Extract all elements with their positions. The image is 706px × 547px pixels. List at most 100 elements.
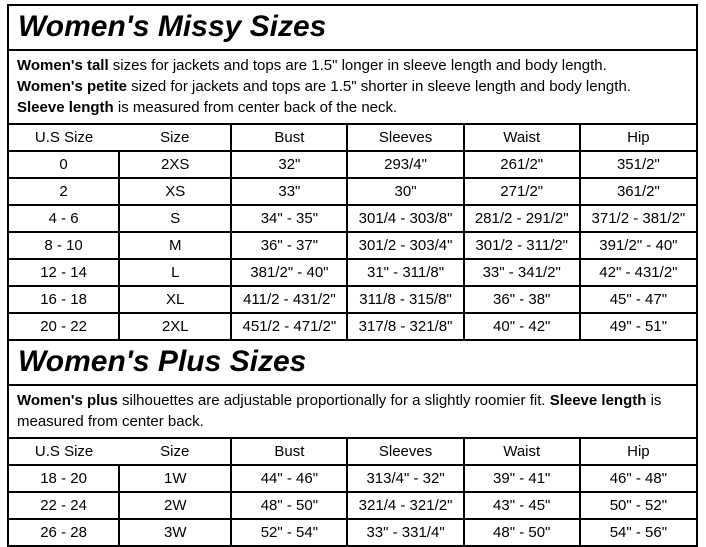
cell-waist: 281/2 - 291/2" [462,204,581,233]
cell-bust: 34" - 35" [230,204,349,233]
cell-hip: 371/2 - 381/2" [578,204,696,233]
cell-sleeves: 311/8 - 315/8" [346,285,465,314]
column-header-size: Size [118,439,233,466]
cell-us-size: 4 - 6 [9,204,121,233]
cell-us-size: 8 - 10 [9,231,121,260]
plus-desc-text-sleeve: is measured from center back. [17,392,662,430]
column-header-waist: Waist [462,125,581,152]
cell-sleeves: 31" - 311/8" [346,258,465,287]
cell-waist: 48" - 50" [462,518,581,545]
plus-size-table: U.S Size Size Bust Sleeves Waist Hip 18 … [9,439,696,545]
missy-desc-text-sleeve: is measured from center back of the neck… [113,99,398,116]
cell-hip: 361/2" [578,177,696,206]
cell-size: XL [118,285,233,314]
column-header-waist: Waist [462,439,581,466]
plus-desc-text-plus: silhouettes are adjustable proportionall… [117,392,550,409]
cell-waist: 261/2" [462,150,581,179]
missy-section: Women's Missy Sizes Women's tall sizes f… [9,6,696,341]
cell-bust: 33" [230,177,349,206]
cell-hip: 45" - 47" [578,285,696,314]
cell-size: S [118,204,233,233]
table-row-1w: 18 - 20 1W 44" - 46" 313/4" - 32" 39" - … [9,464,696,493]
missy-desc-bold-tall: Women's tall [17,57,109,74]
cell-size: M [118,231,233,260]
cell-hip: 391/2" - 40" [578,231,696,260]
cell-bust: 36" - 37" [230,231,349,260]
column-header-sleeves: Sleeves [346,439,465,466]
cell-hip: 351/2" [578,150,696,179]
cell-bust: 32" [230,150,349,179]
cell-hip: 46" - 48" [578,464,696,493]
column-header-hip: Hip [578,439,696,466]
cell-sleeves: 293/4" [346,150,465,179]
cell-us-size: 22 - 24 [9,491,121,520]
cell-bust: 381/2" - 40" [230,258,349,287]
cell-hip: 49" - 51" [578,312,696,341]
cell-bust: 44" - 46" [230,464,349,493]
table-row-2w: 22 - 24 2W 48" - 50" 321/4 - 321/2" 43" … [9,491,696,520]
cell-us-size: 2 [9,177,121,206]
cell-hip: 42" - 431/2" [578,258,696,287]
cell-sleeves: 30" [346,177,465,206]
cell-size: 2XS [118,150,233,179]
cell-us-size: 16 - 18 [9,285,121,314]
cell-size: 1W [118,464,233,493]
cell-waist: 43" - 45" [462,491,581,520]
cell-sleeves: 321/4 - 321/2" [346,491,465,520]
cell-waist: 301/2 - 311/2" [462,231,581,260]
missy-desc-bold-petite: Women's petite [17,78,127,95]
missy-page-title: Women's Missy Sizes [9,6,696,51]
cell-waist: 36" - 38" [462,285,581,314]
column-header-sleeves: Sleeves [346,125,465,152]
cell-waist: 40" - 42" [462,312,581,341]
cell-bust: 52" - 54" [230,518,349,545]
cell-size: XS [118,177,233,206]
cell-bust: 411/2 - 431/2" [230,285,349,314]
cell-sleeves: 301/2 - 303/4" [346,231,465,260]
missy-desc-text-petite: sized for jackets and tops are 1.5" shor… [126,78,631,95]
column-header-hip: Hip [578,125,696,152]
cell-us-size: 20 - 22 [9,312,121,341]
table-row-2xs: 0 2XS 32" 293/4" 261/2" 351/2" [9,150,696,179]
plus-desc-bold-plus: Women's plus [17,392,118,409]
missy-description-line-petite: Women's petite sized for jackets and top… [17,76,688,97]
cell-us-size: 26 - 28 [9,518,121,545]
cell-size: 3W [118,518,233,545]
cell-hip: 54" - 56" [578,518,696,545]
table-row-xs: 2 XS 33" 30" 271/2" 361/2" [9,177,696,206]
missy-desc-text-tall: sizes for jackets and tops are 1.5" long… [108,57,607,74]
plus-description: Women's plus silhouettes are adjustable … [9,386,696,439]
cell-sleeves: 317/8 - 321/8" [346,312,465,341]
cell-us-size: 0 [9,150,121,179]
missy-desc-bold-sleeve: Sleeve length [17,99,114,116]
cell-size: 2XL [118,312,233,341]
plus-table-header-row: U.S Size Size Bust Sleeves Waist Hip [9,439,696,466]
plus-section: Women's Plus Sizes Women's plus silhouet… [9,341,696,545]
cell-size: 2W [118,491,233,520]
cell-waist: 271/2" [462,177,581,206]
cell-sleeves: 33" - 331/4" [346,518,465,545]
table-row-3w: 26 - 28 3W 52" - 54" 33" - 331/4" 48" - … [9,518,696,545]
table-row-xl: 16 - 18 XL 411/2 - 431/2" 311/8 - 315/8"… [9,285,696,314]
cell-size: L [118,258,233,287]
cell-bust: 48" - 50" [230,491,349,520]
column-header-bust: Bust [230,125,349,152]
table-row-m: 8 - 10 M 36" - 37" 301/2 - 303/4" 301/2 … [9,231,696,260]
missy-description-line-tall: Women's tall sizes for jackets and tops … [17,55,688,76]
column-header-us-size: U.S Size [9,439,120,466]
cell-sleeves: 313/4" - 32" [346,464,465,493]
cell-hip: 50" - 52" [578,491,696,520]
missy-size-table: U.S Size Size Bust Sleeves Waist Hip 0 2… [9,125,696,341]
cell-bust: 451/2 - 471/2" [230,312,349,341]
table-row-s: 4 - 6 S 34" - 35" 301/4 - 303/8" 281/2 -… [9,204,696,233]
size-chart-document: Women's Missy Sizes Women's tall sizes f… [7,4,698,547]
cell-waist: 33" - 341/2" [462,258,581,287]
cell-sleeves: 301/4 - 303/8" [346,204,465,233]
cell-us-size: 12 - 14 [9,258,121,287]
missy-table-header-row: U.S Size Size Bust Sleeves Waist Hip [9,125,696,152]
missy-description: Women's tall sizes for jackets and tops … [9,51,696,125]
column-header-bust: Bust [230,439,349,466]
column-header-us-size: U.S Size [9,125,120,152]
table-row-l: 12 - 14 L 381/2" - 40" 31" - 311/8" 33" … [9,258,696,287]
missy-description-line-sleeve: Sleeve length is measured from center ba… [17,97,688,118]
